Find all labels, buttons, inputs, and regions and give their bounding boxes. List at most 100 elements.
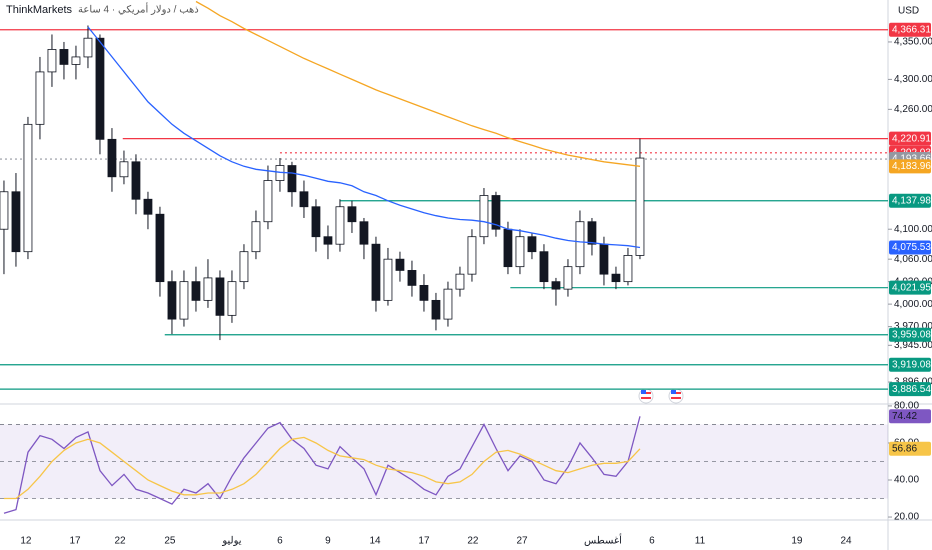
candle-body	[23, 123, 33, 253]
price-label-bg	[889, 441, 931, 456]
candle-body	[563, 266, 573, 290]
x-tick-label: 25	[164, 536, 176, 547]
y-tick-label: 3,970.00	[894, 321, 932, 332]
candle-body	[59, 49, 69, 65]
price-label: 74.42	[892, 411, 917, 422]
series-line	[87, 26, 641, 249]
candle-body	[431, 299, 441, 320]
price-label: 3,886.54	[892, 384, 931, 395]
x-tick-label: 22	[114, 536, 126, 547]
candle-body	[0, 191, 9, 230]
flag-canton	[641, 390, 646, 394]
price-label-bg	[889, 357, 931, 372]
x-tick-label: 14	[369, 536, 381, 547]
candle-body	[179, 281, 189, 320]
broker: ThinkMarkets	[6, 4, 73, 16]
price-label-bg	[889, 131, 931, 146]
price-label: 4,021.95	[892, 282, 931, 293]
x-tick-label: 27	[516, 536, 528, 547]
candle-body	[83, 37, 93, 58]
candle-body	[107, 138, 117, 178]
candle-body	[611, 273, 621, 283]
candle-body	[443, 288, 453, 320]
x-tick-label: أغسطس	[584, 534, 622, 547]
candle-body	[167, 281, 177, 320]
candle-body	[263, 180, 273, 223]
candle-body	[587, 221, 597, 245]
x-tick-label: 24	[840, 536, 852, 547]
event-flag[interactable]	[668, 388, 684, 404]
currency: USD	[898, 6, 919, 17]
x-tick-label: 17	[418, 536, 430, 547]
candle-body	[287, 165, 297, 193]
candle-body	[131, 161, 141, 200]
candle-body	[575, 221, 585, 268]
price-label: 4,193.66	[892, 154, 931, 165]
x-tick-label: 9	[325, 536, 331, 547]
candle-body	[551, 281, 561, 290]
candle-body	[323, 236, 333, 245]
price-label-bg	[889, 409, 931, 424]
candle-body	[239, 251, 249, 283]
y-tick-label: 20.00	[894, 512, 919, 523]
price-label-bg	[889, 193, 931, 208]
candle-body	[599, 243, 609, 275]
x-tick-label: 6	[277, 536, 283, 547]
candle-body	[527, 236, 537, 253]
candle-body	[539, 251, 549, 283]
candle-body	[251, 221, 261, 253]
candle-body	[383, 258, 393, 301]
candle-body	[215, 277, 225, 316]
x-tick-label: 22	[467, 536, 479, 547]
y-tick-label: 4,100.00	[894, 224, 932, 235]
price-label-bg	[889, 280, 931, 295]
event-flag[interactable]	[638, 388, 654, 404]
x-tick-label: يوليو	[221, 536, 241, 547]
candle-body	[119, 161, 129, 178]
candle-body	[455, 273, 465, 290]
y-tick-label: 3,945.00	[894, 340, 932, 351]
y-tick-label: 40.00	[894, 475, 919, 486]
price-label-bg	[889, 22, 931, 37]
candle-body	[395, 258, 405, 271]
x-tick-label: 19	[791, 536, 803, 547]
candle-body	[227, 281, 237, 316]
price-label: 4,075.53	[892, 242, 931, 253]
candle-body	[407, 270, 417, 286]
candle-body	[11, 191, 21, 253]
y-tick-label: 4,000.00	[894, 299, 932, 310]
y-tick-label: 4,350.00	[894, 37, 932, 48]
candle-body	[635, 157, 645, 256]
candle-body	[191, 281, 201, 301]
candle-body	[95, 37, 105, 140]
series-line	[195, 0, 641, 167]
candle-body	[359, 221, 369, 245]
candle-body	[35, 71, 45, 125]
candle-body	[143, 198, 153, 215]
x-tick-label: 17	[69, 536, 81, 547]
price-label: 4,366.31	[892, 24, 931, 35]
candle-body	[467, 236, 477, 275]
candle-body	[311, 206, 321, 238]
price-label-bg	[889, 240, 931, 255]
flag-stripe	[641, 397, 651, 399]
candle-body	[203, 277, 213, 301]
candle-body	[71, 56, 81, 65]
y-tick-label: 4,300.00	[894, 74, 932, 85]
price-label: 3,959.08	[892, 329, 931, 340]
candle-body	[623, 255, 633, 283]
x-tick-label: 11	[695, 536, 706, 547]
candle-body	[515, 236, 525, 268]
candle-body	[371, 243, 381, 301]
candle-body	[419, 284, 429, 301]
price-label-bg	[889, 327, 931, 342]
price-label-bg	[889, 382, 931, 397]
candle-body	[479, 195, 489, 238]
y-tick-label: 4,060.00	[894, 254, 932, 265]
x-tick-label: 12	[20, 536, 32, 547]
candle-body	[335, 206, 345, 245]
symbol: ذهب / دولار أمريكي · 4 ساعة	[78, 3, 199, 16]
price-label-bg	[889, 159, 931, 174]
candle-body	[47, 49, 57, 73]
